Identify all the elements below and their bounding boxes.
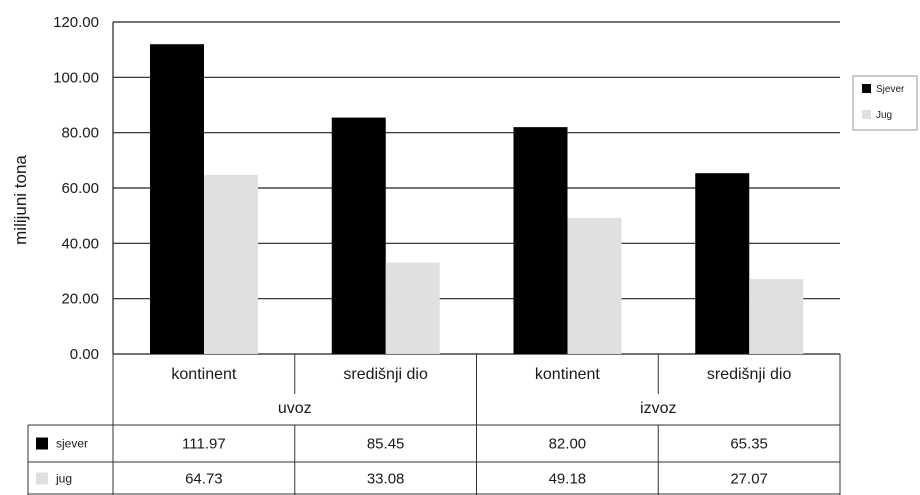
y-tick-label: 120.00 xyxy=(53,14,99,31)
data-label: 65.35 xyxy=(730,436,768,453)
legend-entry: Sjever xyxy=(876,84,905,95)
y-axis-label: milijuni tona xyxy=(11,155,30,245)
bar-sjever xyxy=(150,44,204,354)
data-label: 49.18 xyxy=(549,471,587,488)
y-axis-ticks: 0.00 20.00 40.00 60.00 80.00 100.00 120.00 xyxy=(53,14,99,363)
group-label: uvoz xyxy=(278,400,312,417)
data-table: kontinent središnji dio kontinent središnji… xyxy=(27,354,841,495)
data-label: 82.00 xyxy=(549,436,587,453)
y-tick-label: 60.00 xyxy=(61,180,99,197)
category-label: kontinent xyxy=(535,366,600,383)
bar-sjever xyxy=(513,127,568,354)
bar-jug xyxy=(204,174,258,354)
y-tick-label: 40.00 xyxy=(61,235,99,252)
y-tick-label: 80.00 xyxy=(61,125,99,142)
table-row-label: jug xyxy=(55,472,72,486)
bar-jug xyxy=(749,279,804,354)
legend-box xyxy=(852,75,918,131)
group-label: izvoz xyxy=(640,400,676,417)
table-row-label: sjever xyxy=(56,437,88,451)
table-legend-swatch xyxy=(36,472,48,485)
bar-jug xyxy=(385,262,440,354)
bar-sjever xyxy=(331,117,386,354)
table-legend-swatch xyxy=(36,437,48,450)
data-label: 33.08 xyxy=(367,471,405,488)
category-label: kontinent xyxy=(171,366,236,383)
y-tick-label: 0.00 xyxy=(70,346,99,363)
legend-swatch xyxy=(862,110,871,119)
legend-entry: Jug xyxy=(876,110,892,121)
data-label: 64.73 xyxy=(185,471,223,488)
bars xyxy=(150,44,804,354)
category-label: središnji dio xyxy=(707,366,792,383)
data-label: 85.45 xyxy=(367,436,405,453)
data-label: 111.97 xyxy=(182,436,226,453)
bar-jug xyxy=(567,217,622,354)
y-tick-label: 100.00 xyxy=(53,69,99,86)
category-label: središnji dio xyxy=(343,366,428,383)
bar-sjever xyxy=(695,173,750,354)
y-tick-label: 20.00 xyxy=(61,291,99,308)
legend: Sjever Jug xyxy=(852,75,918,131)
data-label: 27.07 xyxy=(730,471,768,488)
legend-swatch xyxy=(862,84,871,93)
